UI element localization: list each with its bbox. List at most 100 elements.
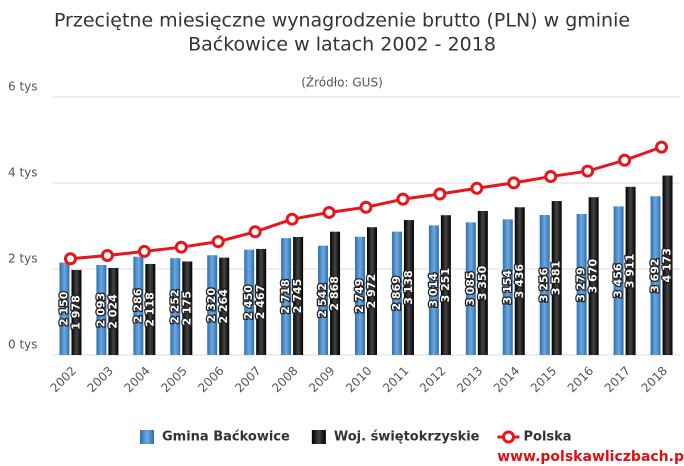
- bar: [133, 256, 144, 355]
- point: [433, 187, 447, 201]
- x-tick-label: 2016: [565, 364, 596, 395]
- x-tick-label: 2012: [417, 364, 448, 395]
- value-label: 2 320: [205, 288, 218, 323]
- value-label: 3 138: [402, 270, 415, 304]
- bar: [207, 255, 218, 355]
- bar: [71, 269, 82, 355]
- value-label: 2 749: [353, 279, 366, 313]
- value-label: 3 085: [464, 271, 477, 305]
- legend-swatch: [140, 430, 154, 444]
- value-label: 2 869: [390, 276, 403, 310]
- value-label: 3 251: [439, 268, 452, 302]
- chart-title: Przeciętne miesięczne wynagrodzenie brut…: [54, 10, 630, 32]
- y-tick-label: 4 tys: [8, 166, 38, 180]
- y-tick-label: 6 tys: [8, 80, 38, 94]
- value-label: 2 024: [106, 294, 119, 329]
- bar: [576, 214, 587, 355]
- point: [544, 170, 558, 184]
- value-label: 3 456: [612, 263, 625, 298]
- bar: [650, 196, 661, 355]
- x-tick-label: 2005: [158, 364, 189, 395]
- bar: [367, 227, 377, 355]
- bar: [625, 186, 636, 355]
- point: [285, 212, 299, 226]
- value-label: 2 542: [316, 283, 329, 317]
- bar: [403, 220, 414, 355]
- value-label: 3 436: [513, 264, 526, 299]
- value-label: 2 264: [217, 289, 230, 324]
- value-label: 2 175: [180, 291, 193, 325]
- bar: [588, 197, 599, 355]
- bar: [355, 236, 365, 355]
- x-tick-label: 2011: [380, 364, 411, 395]
- bar: [59, 262, 70, 355]
- value-label: 2 718: [279, 279, 292, 313]
- chart-subtitle: (Źródło: GUS): [301, 75, 383, 90]
- value-label: 3 581: [550, 261, 563, 295]
- x-tick-label: 2013: [454, 364, 485, 395]
- bar: [477, 210, 488, 355]
- value-label: 3 911: [624, 254, 637, 288]
- bar: [145, 263, 156, 355]
- value-label: 2 093: [94, 293, 107, 327]
- point: [507, 176, 521, 190]
- x-tick-label: 2006: [195, 364, 226, 395]
- point: [100, 248, 114, 262]
- value-label: 4 173: [661, 248, 674, 282]
- x-tick-label: 2003: [85, 364, 116, 395]
- point: [137, 244, 151, 258]
- value-label: 3 692: [649, 258, 662, 292]
- bar: [662, 175, 673, 355]
- x-tick-label: 2017: [602, 364, 633, 395]
- x-tick-label: 2015: [528, 364, 559, 395]
- watermark: www.polskawliczbach.p: [497, 449, 684, 465]
- legend-label: Woj. świętokrzyskie: [334, 430, 480, 445]
- value-label: 2 286: [131, 288, 144, 323]
- bar: [244, 249, 255, 355]
- point: [211, 235, 225, 249]
- value-label: 3 279: [575, 267, 588, 301]
- point: [655, 140, 669, 154]
- bar: [96, 265, 107, 355]
- point: [618, 153, 632, 167]
- y-tick-label: 0 tys: [8, 338, 38, 352]
- bar: [256, 248, 267, 355]
- bar: [108, 267, 119, 355]
- value-label: 2 972: [365, 274, 378, 308]
- value-label: 3 014: [427, 273, 440, 308]
- value-label: 2 745: [291, 279, 304, 313]
- point: [581, 164, 595, 178]
- value-label: 3 154: [501, 270, 514, 305]
- bar: [219, 257, 230, 355]
- value-label: 1 978: [69, 295, 82, 329]
- x-tick-label: 2014: [491, 364, 522, 395]
- value-label: 2 868: [328, 276, 341, 310]
- value-label: 2 450: [242, 285, 255, 320]
- bar: [330, 231, 341, 355]
- bar: [551, 201, 562, 355]
- bar: [293, 236, 304, 355]
- value-label: 3 256: [538, 267, 551, 302]
- x-tick-label: 2018: [639, 364, 670, 395]
- bar: [170, 258, 181, 355]
- value-label: 2 252: [168, 289, 181, 323]
- bar: [440, 215, 451, 355]
- value-label: 3 350: [476, 265, 489, 300]
- legend-label: Gmina Baćkowice: [162, 430, 290, 445]
- bar: [391, 231, 402, 355]
- value-label: 2 118: [143, 292, 156, 326]
- x-tick-label: 2004: [121, 364, 152, 395]
- x-tick-label: 2010: [343, 364, 374, 395]
- point: [322, 205, 336, 219]
- point: [470, 181, 484, 195]
- legend-swatch: [502, 430, 515, 444]
- x-tick-label: 2002: [48, 364, 79, 395]
- bar: [613, 206, 624, 355]
- bar: [182, 261, 193, 355]
- point: [174, 240, 188, 254]
- bar: [318, 245, 329, 355]
- bar: [465, 222, 476, 355]
- point: [63, 252, 77, 266]
- x-tick-label: 2009: [306, 364, 337, 395]
